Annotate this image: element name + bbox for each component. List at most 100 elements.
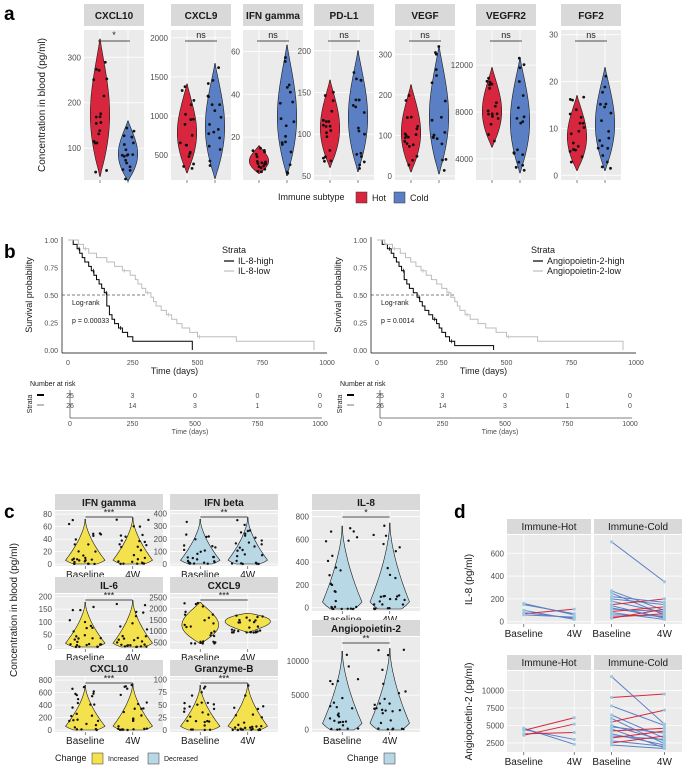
data-point xyxy=(135,645,138,649)
data-point xyxy=(324,120,328,123)
data-point xyxy=(490,112,494,116)
data-point xyxy=(582,95,586,99)
panel-d-ytick: 2500 xyxy=(486,739,504,748)
paired-point xyxy=(662,612,667,616)
paired-point xyxy=(662,580,667,584)
data-point xyxy=(514,165,518,169)
data-point xyxy=(191,117,195,121)
significance-label: ns xyxy=(420,30,430,40)
data-point xyxy=(231,728,234,732)
data-point xyxy=(92,78,96,82)
paired-line xyxy=(611,727,665,732)
data-point xyxy=(84,558,87,562)
data-point xyxy=(72,719,75,722)
legend-item-decreased: Decreased xyxy=(164,756,198,763)
data-point xyxy=(237,621,240,624)
data-point xyxy=(330,727,333,731)
data-point xyxy=(336,728,339,731)
paired-line xyxy=(611,605,665,619)
panel-a-title: FGF2 xyxy=(578,11,604,22)
risk-xtick: 250 xyxy=(127,421,139,428)
data-point xyxy=(203,720,206,724)
risk-value: 0 xyxy=(256,393,260,400)
paired-line xyxy=(611,590,665,611)
violin xyxy=(369,522,410,610)
paired-point xyxy=(610,591,614,595)
risk-value: 3 xyxy=(131,393,135,400)
panel-a-title: PD-L1 xyxy=(330,11,359,22)
data-point xyxy=(75,643,79,647)
data-point xyxy=(495,101,498,105)
survival-xtick: 1000 xyxy=(628,360,644,367)
data-point xyxy=(75,635,78,638)
data-point xyxy=(200,691,203,694)
data-point xyxy=(89,624,93,628)
data-point xyxy=(87,642,91,646)
panel-a-strip xyxy=(476,4,536,26)
data-point xyxy=(336,713,340,717)
data-point xyxy=(389,719,392,722)
data-point xyxy=(347,539,350,542)
data-point xyxy=(430,81,434,85)
risk-value: 0 xyxy=(566,393,570,400)
panel-c-ytick: 800 xyxy=(296,513,310,522)
risk-xtick: 750 xyxy=(252,421,264,428)
data-point xyxy=(213,109,217,113)
data-point xyxy=(192,98,196,102)
risk-xtick: 0 xyxy=(378,421,382,428)
data-point xyxy=(284,56,287,59)
data-point xyxy=(493,139,496,143)
data-point xyxy=(206,562,209,565)
data-point xyxy=(186,556,189,559)
risk-value: 0 xyxy=(318,403,322,410)
data-point xyxy=(203,724,206,727)
panel-a-title: IFN gamma xyxy=(246,11,300,22)
data-point xyxy=(213,642,216,645)
panel-a-title: CXCL10 xyxy=(95,11,134,22)
data-point xyxy=(126,728,129,732)
data-point xyxy=(195,558,199,561)
panel-c-ylabel: Concentration in blood (pg/ml) xyxy=(9,543,20,677)
significance-label: *** xyxy=(104,674,115,684)
data-point xyxy=(574,148,577,152)
data-point xyxy=(188,152,192,156)
data-point xyxy=(351,103,355,107)
data-point xyxy=(183,707,186,710)
data-point xyxy=(522,115,526,119)
legend-key-decreased xyxy=(147,752,160,765)
data-point xyxy=(322,156,325,160)
panel-c-ytick: 0 xyxy=(48,643,53,652)
data-point xyxy=(206,82,210,85)
data-point xyxy=(85,643,88,647)
panel-a-ytick: 10 xyxy=(549,124,558,133)
data-point xyxy=(434,51,437,54)
data-point xyxy=(254,619,257,622)
data-point xyxy=(356,727,360,730)
data-point xyxy=(203,728,206,732)
data-point xyxy=(395,595,399,598)
data-point xyxy=(432,133,436,137)
data-point xyxy=(334,566,338,569)
panel-label-d: d xyxy=(454,502,466,523)
panel-a-strip xyxy=(561,4,621,26)
data-point xyxy=(72,630,75,633)
data-point xyxy=(99,112,103,116)
panel-c-strip xyxy=(170,660,278,676)
panel-c-strip xyxy=(312,620,420,636)
data-point xyxy=(95,67,98,71)
data-point xyxy=(284,124,288,128)
data-point xyxy=(350,707,354,710)
panel-d-ylabel: IL-8 (pg/ml) xyxy=(464,554,475,605)
significance-label: ns xyxy=(586,30,596,40)
paired-point xyxy=(522,732,526,736)
logrank-label: Log-rank xyxy=(381,300,409,307)
data-point xyxy=(381,668,384,672)
panel-c-ytick: 0 xyxy=(305,725,310,734)
data-point xyxy=(92,532,95,536)
panel-d-xtick: 4W xyxy=(657,629,673,640)
data-point xyxy=(84,556,87,560)
data-point xyxy=(105,169,108,172)
data-point xyxy=(568,149,572,153)
data-point xyxy=(77,637,80,640)
panel-d-title: Immune-Hot xyxy=(521,658,576,669)
